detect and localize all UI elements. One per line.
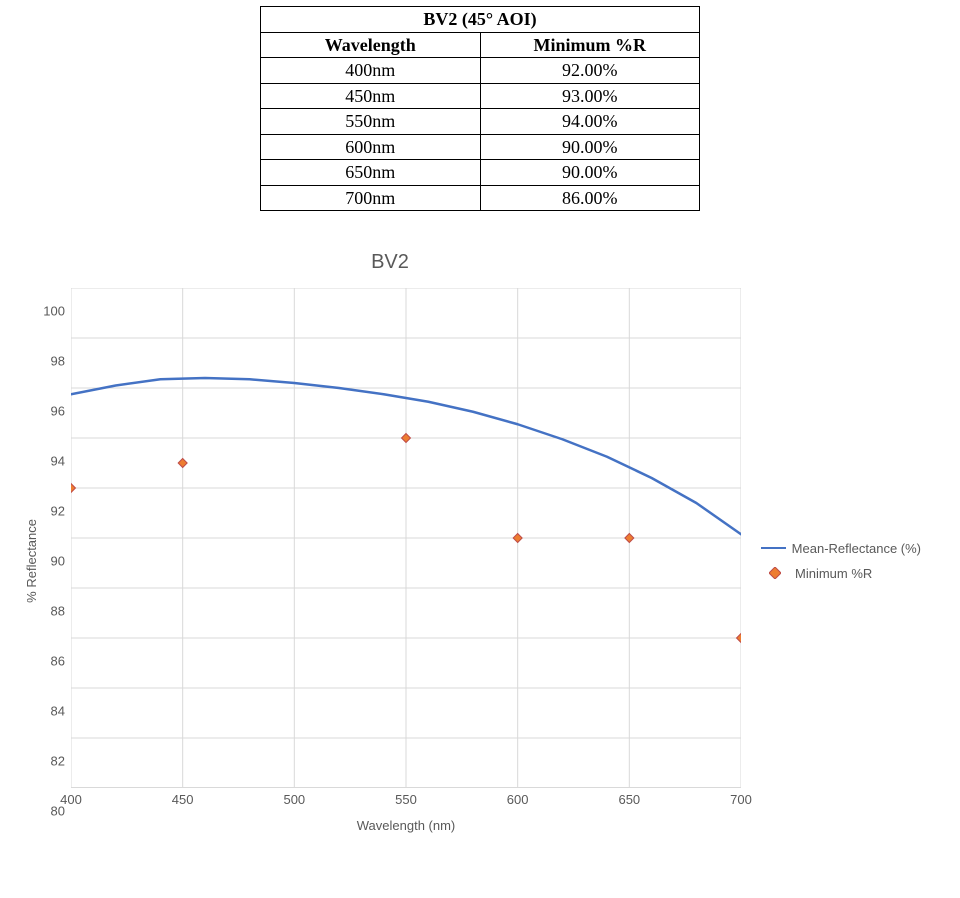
table-cell: 93.00%: [480, 83, 700, 109]
legend: Mean-Reflectance (%) Minimum %R: [741, 531, 921, 591]
min-r-marker: [737, 634, 742, 643]
y-tick: 86: [51, 653, 65, 668]
y-tick: 88: [51, 603, 65, 618]
table-cell: 650nm: [261, 160, 481, 186]
table-cell: 94.00%: [480, 109, 700, 135]
x-axis-ticks: 400450500550600650700: [71, 788, 741, 808]
table-row: 450nm93.00%: [261, 83, 700, 109]
y-axis-label: % Reflectance: [20, 519, 39, 603]
y-axis-ticks: 80828486889092949698100: [39, 311, 71, 811]
table-row: 400nm92.00%: [261, 58, 700, 84]
min-r-marker: [402, 434, 411, 443]
table-cell: 86.00%: [480, 185, 700, 211]
y-tick: 100: [43, 303, 65, 318]
y-tick: 82: [51, 753, 65, 768]
table-cell: 550nm: [261, 109, 481, 135]
min-r-marker: [625, 534, 634, 543]
min-r-marker: [513, 534, 522, 543]
y-tick: 96: [51, 403, 65, 418]
table-col-0: Wavelength: [261, 32, 481, 58]
chart-title: BV2: [20, 251, 760, 274]
table-row: 600nm90.00%: [261, 134, 700, 160]
y-tick: 92: [51, 503, 65, 518]
min-r-marker: [71, 484, 76, 493]
table-cell: 400nm: [261, 58, 481, 84]
legend-label-min: Minimum %R: [795, 566, 872, 581]
table-cell: 90.00%: [480, 160, 700, 186]
table-row: 700nm86.00%: [261, 185, 700, 211]
table-cell: 92.00%: [480, 58, 700, 84]
table-row: 650nm90.00%: [261, 160, 700, 186]
table-cell: 700nm: [261, 185, 481, 211]
legend-label-mean: Mean-Reflectance (%): [792, 541, 921, 556]
y-tick: 98: [51, 353, 65, 368]
plot-area: [71, 288, 741, 788]
legend-item-min: Minimum %R: [761, 566, 921, 581]
x-axis-label: Wavelength (nm): [71, 818, 741, 833]
y-tick: 94: [51, 453, 65, 468]
x-tick: 450: [172, 792, 194, 807]
legend-diamond-icon: [761, 567, 789, 579]
legend-item-mean: Mean-Reflectance (%): [761, 541, 921, 556]
legend-line-icon: [761, 547, 786, 549]
x-tick: 400: [60, 792, 82, 807]
y-tick: 90: [51, 553, 65, 568]
min-r-marker: [178, 459, 187, 468]
x-tick: 550: [395, 792, 417, 807]
x-tick: 600: [507, 792, 529, 807]
table-cell: 90.00%: [480, 134, 700, 160]
table-cell: 450nm: [261, 83, 481, 109]
reflectance-table: BV2 (45° AOI) Wavelength Minimum %R 400n…: [260, 6, 700, 211]
bv2-chart: BV2 % Reflectance 8082848688909294969810…: [20, 251, 940, 833]
x-tick: 650: [618, 792, 640, 807]
x-tick: 500: [283, 792, 305, 807]
table-title: BV2 (45° AOI): [261, 7, 700, 33]
reflectance-table-wrap: BV2 (45° AOI) Wavelength Minimum %R 400n…: [20, 6, 940, 211]
y-tick: 84: [51, 703, 65, 718]
table-cell: 600nm: [261, 134, 481, 160]
x-tick: 700: [730, 792, 752, 807]
table-row: 550nm94.00%: [261, 109, 700, 135]
table-col-1: Minimum %R: [480, 32, 700, 58]
